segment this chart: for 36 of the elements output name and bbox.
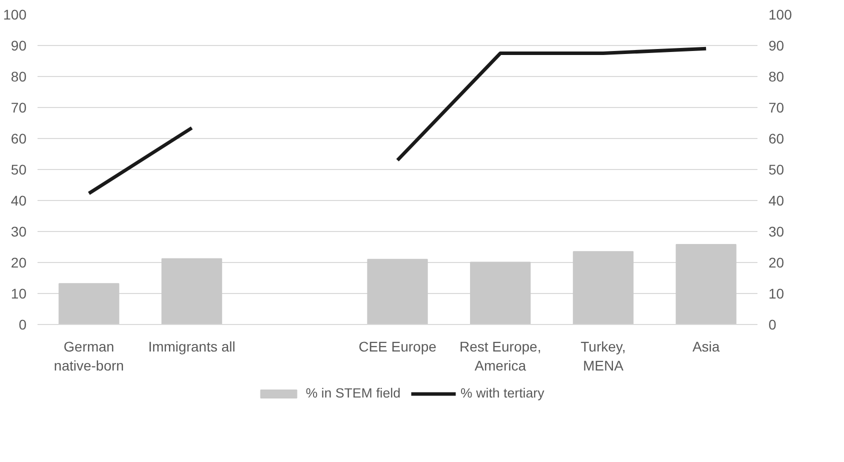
y2-tick-label: 50 — [768, 162, 784, 178]
bar — [572, 251, 634, 324]
x-tick-label: Immigrants all — [148, 338, 236, 354]
y-tick-label: 80 — [10, 68, 27, 84]
bar — [470, 262, 531, 324]
y2-tick-label: 0 — [768, 316, 776, 332]
y2-tick-label: 100 — [768, 6, 792, 22]
y-tick-label: 40 — [10, 192, 27, 208]
y2-tick-label: 70 — [768, 100, 784, 116]
bar — [367, 258, 428, 324]
x-tick-label: German native-born — [54, 338, 124, 374]
legend-label: % with tertiary — [460, 386, 544, 400]
y2-tick-label: 60 — [768, 130, 784, 146]
y-tick-label: 90 — [10, 38, 27, 54]
legend-label: % in STEM field — [306, 386, 401, 400]
y-tick-label: 100 — [3, 6, 27, 22]
x-tick-label: CEE Europe — [358, 338, 437, 354]
y-tick-label: 70 — [10, 100, 27, 116]
x-tick-label: Asia — [692, 338, 720, 354]
x-tick-label: Rest Europe, America — [460, 338, 542, 374]
y-tick-label: 10 — [10, 286, 27, 302]
y-tick-label: 20 — [10, 254, 27, 270]
y2-tick-label: 10 — [768, 286, 784, 302]
bar — [58, 283, 120, 324]
bar — [676, 244, 736, 324]
y2-tick-label: 80 — [768, 68, 784, 84]
bar — [161, 258, 222, 324]
y-tick-label: 0 — [18, 316, 27, 332]
y-tick-label: 50 — [10, 162, 27, 178]
y2-tick-label: 30 — [768, 224, 784, 240]
y-tick-label: 30 — [10, 224, 27, 240]
y2-tick-label: 90 — [768, 38, 784, 54]
y2-tick-label: 20 — [768, 254, 784, 270]
x-tick-label: Turkey, MENA — [580, 338, 626, 374]
y2-tick-label: 40 — [768, 192, 784, 208]
y-tick-label: 60 — [10, 130, 27, 146]
